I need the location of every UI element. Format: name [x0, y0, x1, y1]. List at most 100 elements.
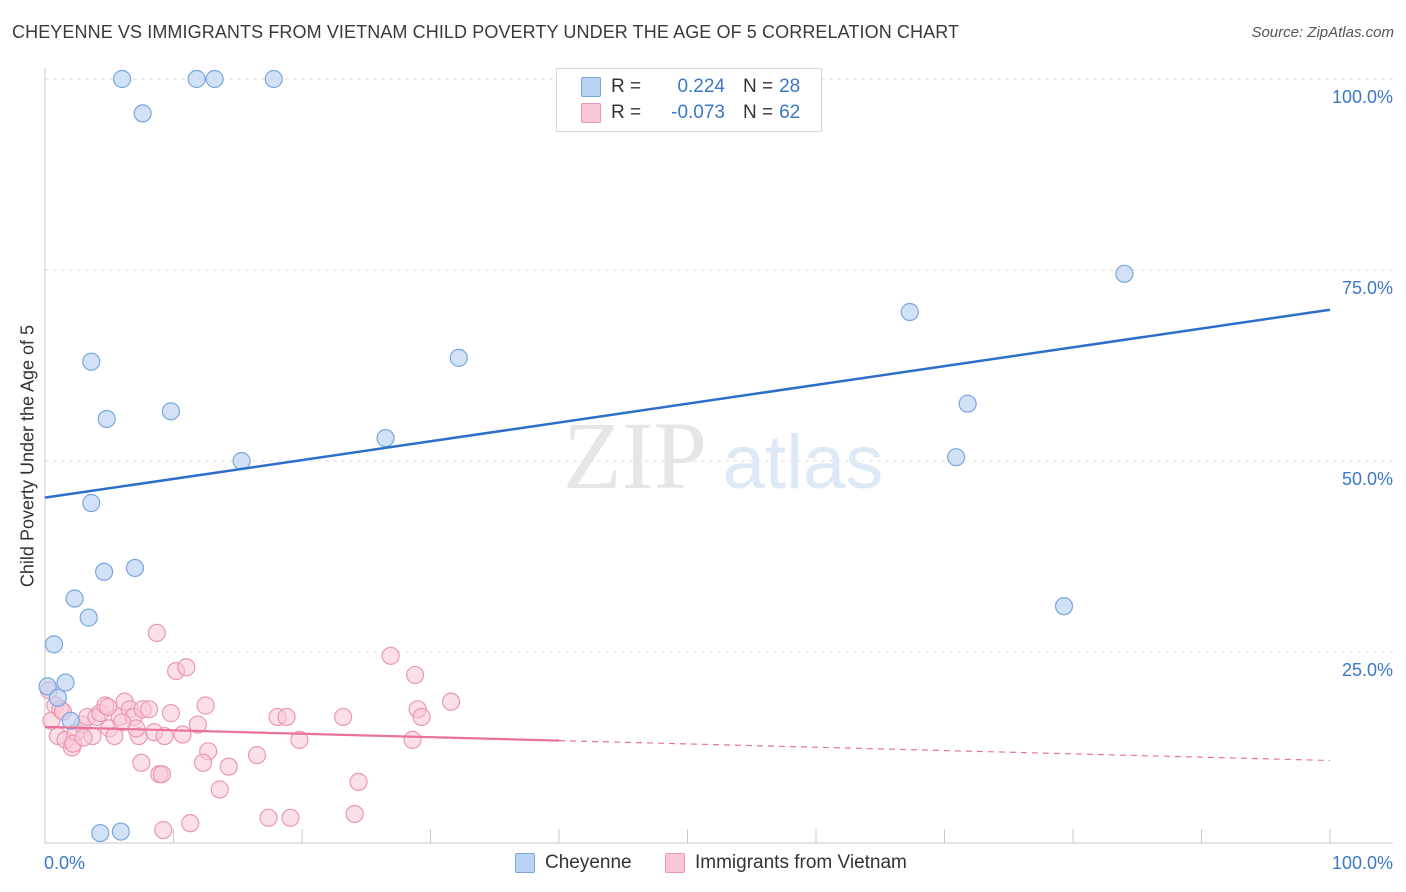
- axes: [44, 68, 1393, 844]
- cheyenne-point: [82, 352, 101, 371]
- cheyenne-point: [958, 394, 977, 413]
- r-value: -0.073: [671, 102, 725, 123]
- vietnam-point: [161, 704, 181, 723]
- chart-title: CHEYENNE VS IMMIGRANTS FROM VIETNAM CHIL…: [12, 22, 960, 42]
- vietnam-point: [173, 725, 192, 744]
- vietnam-point: [74, 728, 93, 747]
- cheyenne-point: [97, 409, 116, 429]
- cheyenne-point: [946, 448, 966, 467]
- vietnam-point: [403, 730, 422, 749]
- x-tick-label-min: 0.0%: [44, 853, 86, 873]
- y-tick-label: 100.0%: [1332, 87, 1393, 107]
- vietnam-point: [196, 696, 215, 715]
- cheyenne-point: [449, 348, 468, 367]
- stats-legend: R = 0.224 N = 28 R = -0.073 N = 62: [556, 68, 822, 132]
- legend-label-vietnam: Immigrants from Vietnam: [695, 852, 907, 873]
- vietnam-point: [334, 707, 353, 727]
- vietnam-point: [112, 713, 132, 732]
- n-label: N =: [743, 102, 774, 123]
- cheyenne-point: [95, 562, 114, 581]
- cheyenne-point: [112, 69, 132, 89]
- cheyenne-point: [1115, 264, 1134, 283]
- vietnam-point: [152, 765, 172, 784]
- vietnam-point: [412, 707, 431, 727]
- watermark-zip: ZIP: [563, 402, 707, 509]
- cheyenne-trend-line: [44, 308, 1331, 499]
- legend-item-vietnam: Immigrants from Vietnam: [665, 852, 907, 874]
- cheyenne-point: [264, 69, 283, 89]
- x-tick-label-max: 100.0%: [1331, 853, 1393, 873]
- vietnam-point: [105, 726, 124, 746]
- trend-lines: [44, 308, 1331, 762]
- n-value: 62: [779, 102, 801, 123]
- vietnam-point: [281, 808, 300, 827]
- r-value: 0.224: [677, 76, 725, 97]
- cheyenne-point: [1054, 597, 1074, 616]
- series-legend: Cheyenne Immigrants from Vietnam: [0, 852, 1406, 878]
- cheyenne-swatch: [515, 853, 535, 873]
- vietnam-point: [132, 753, 151, 772]
- cheyenne-swatch: [581, 77, 601, 97]
- vietnam-point: [188, 715, 208, 734]
- cheyenne-point: [205, 69, 224, 89]
- vietnam-point: [247, 746, 267, 765]
- gridlines: [45, 78, 1393, 653]
- vietnam-point: [98, 697, 118, 717]
- y-tick-label: 50.0%: [1342, 469, 1393, 489]
- y-tick-labels: 25.0% 50.0% 75.0% 100.0%: [1332, 87, 1393, 680]
- stats-row-cheyenne: R = 0.224 N = 28: [581, 75, 800, 99]
- vietnam-point: [381, 646, 400, 665]
- cheyenne-point: [187, 69, 206, 89]
- cheyenne-points: [38, 69, 1134, 843]
- vietnam-point: [345, 804, 364, 824]
- vietnam-trend-extension: [558, 740, 1331, 762]
- cheyenne-point: [56, 673, 75, 692]
- cheyenne-point: [48, 688, 67, 707]
- vietnam-points: [39, 623, 461, 840]
- cheyenne-point: [38, 677, 57, 696]
- watermark-atlas: atlas: [723, 420, 884, 505]
- y-tick-label: 75.0%: [1342, 278, 1393, 298]
- vietnam-swatch: [665, 853, 685, 873]
- n-label: N =: [743, 76, 774, 97]
- legend-item-cheyenne: Cheyenne: [515, 852, 632, 874]
- cheyenne-point: [44, 635, 64, 654]
- vietnam-point: [147, 623, 166, 643]
- cheyenne-point: [79, 608, 98, 627]
- legend-label-cheyenne: Cheyenne: [545, 852, 632, 873]
- y-tick-label: 25.0%: [1342, 660, 1393, 680]
- cheyenne-point: [125, 558, 145, 578]
- vietnam-point: [139, 700, 159, 719]
- cheyenne-point: [82, 493, 101, 513]
- cheyenne-point: [161, 402, 181, 421]
- cheyenne-point: [61, 711, 80, 730]
- cheyenne-point: [900, 302, 919, 322]
- cheyenne-point: [376, 428, 395, 448]
- n-value: 28: [779, 76, 801, 97]
- vietnam-point: [277, 707, 296, 727]
- vietnam-point: [155, 726, 174, 746]
- stats-row-vietnam: R = -0.073 N = 62: [581, 101, 800, 125]
- r-label: R =: [611, 102, 642, 123]
- cheyenne-point: [65, 589, 84, 608]
- vietnam-point: [259, 808, 278, 827]
- vietnam-trend-line: [44, 725, 560, 742]
- vietnam-point: [219, 757, 238, 776]
- vietnam-point: [290, 730, 309, 749]
- vietnam-point: [210, 780, 229, 799]
- cheyenne-point: [91, 823, 110, 843]
- vietnam-point: [154, 820, 173, 840]
- vietnam-point: [177, 658, 196, 677]
- vietnam-point: [193, 753, 213, 772]
- vietnam-point: [405, 665, 425, 685]
- vietnam-point: [181, 814, 200, 833]
- vietnam-swatch: [581, 103, 601, 123]
- vietnam-point: [441, 692, 461, 711]
- cheyenne-point: [133, 104, 152, 123]
- cheyenne-point: [111, 822, 130, 841]
- vietnam-point: [349, 772, 368, 791]
- chart-source: Source: ZipAtlas.com: [1251, 24, 1394, 41]
- r-label: R =: [611, 76, 642, 97]
- watermark: ZIP atlas: [563, 402, 883, 509]
